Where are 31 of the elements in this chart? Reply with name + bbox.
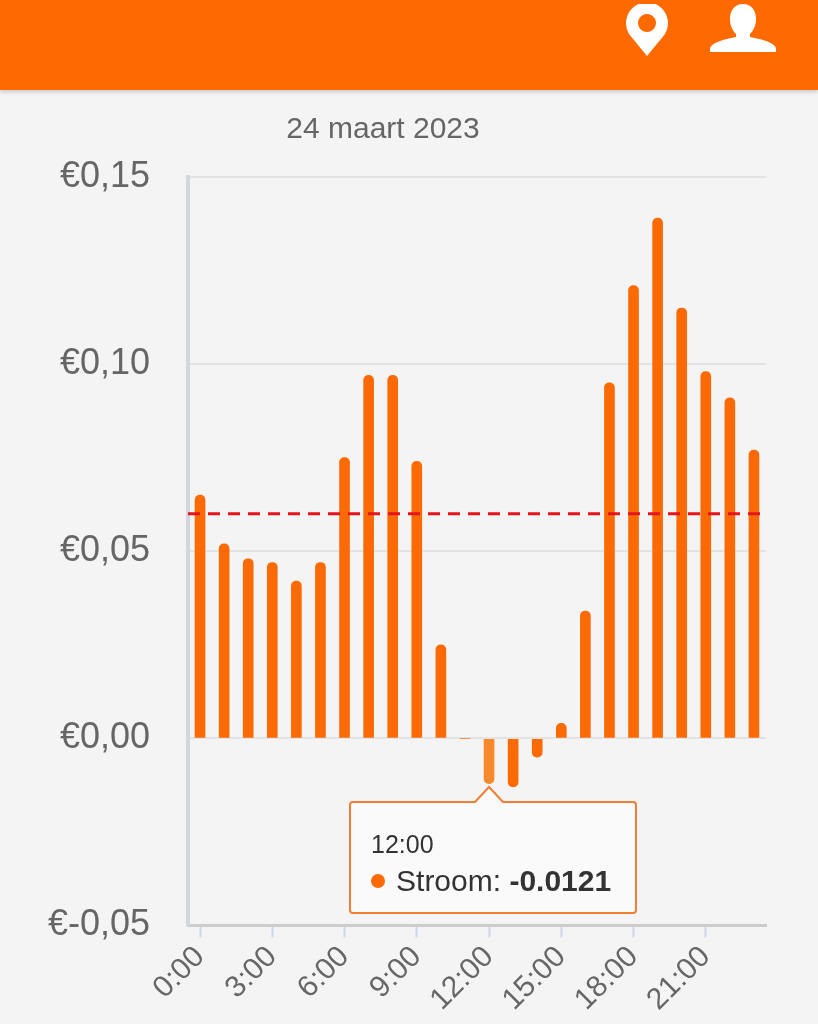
y-tick-label: €0,15 xyxy=(59,153,150,195)
y-tick-label: €0,10 xyxy=(59,341,150,383)
bar xyxy=(507,739,519,788)
bar xyxy=(652,217,663,738)
bar xyxy=(339,457,350,738)
bar xyxy=(315,562,326,738)
bar xyxy=(363,375,374,738)
bar xyxy=(580,610,591,738)
chart-title: 24 maart 2023 xyxy=(286,111,480,145)
bar xyxy=(242,558,254,738)
x-tick-label: 6:00 xyxy=(290,938,355,1004)
speech-bubble: 12:00 Stroom: -0.0121 xyxy=(349,785,638,914)
y-tick-label: €0,00 xyxy=(59,715,150,757)
bar xyxy=(387,375,399,738)
bar xyxy=(700,371,712,738)
bar xyxy=(748,449,760,738)
x-tick-label: 3:00 xyxy=(217,938,283,1004)
bar xyxy=(604,382,615,738)
bar xyxy=(676,307,688,738)
x-tick-label: 9:00 xyxy=(362,938,427,1004)
bar xyxy=(483,739,495,784)
bar xyxy=(724,397,736,738)
bar xyxy=(435,644,447,738)
annotation: 12:00 Stroom: -0.0121 xyxy=(371,828,612,899)
bar xyxy=(411,461,423,738)
bar xyxy=(218,543,230,738)
y-tick-label: €0,05 xyxy=(59,528,150,570)
bar xyxy=(266,562,278,738)
bar xyxy=(628,285,639,738)
bar xyxy=(291,580,302,738)
bar xyxy=(194,494,206,738)
